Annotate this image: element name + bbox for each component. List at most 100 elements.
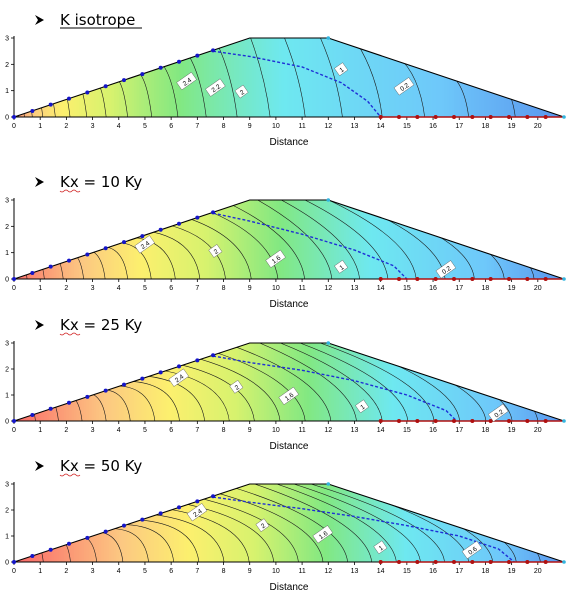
x-tick-label: 2 — [64, 427, 68, 434]
chart-title: Kx = 25 Ky — [60, 316, 142, 334]
x-tick-label: 2 — [64, 123, 68, 130]
x-tick-label: 11 — [298, 123, 305, 130]
face-node — [562, 419, 566, 423]
x-tick-label: 5 — [143, 123, 147, 130]
x-tick-label: 10 — [272, 568, 280, 575]
contour-label-text: 1.6 — [284, 391, 296, 402]
x-tick-label: 17 — [455, 568, 463, 575]
contour-label-box — [435, 260, 457, 279]
x-tick-label: 18 — [482, 427, 490, 434]
upstream-node — [211, 353, 216, 358]
contour-label: 1.6 — [265, 249, 286, 268]
head-field — [14, 343, 564, 421]
contour-label: 2.4 — [186, 503, 208, 522]
upstream-node — [67, 541, 71, 546]
upstream-node — [85, 394, 90, 399]
upstream-node — [12, 419, 16, 423]
x-tick-label: 16 — [429, 123, 437, 130]
upstream-node — [67, 400, 71, 405]
upstream-node — [30, 554, 35, 559]
x-tick-label: 16 — [429, 427, 437, 434]
x-tick-label: 17 — [455, 427, 463, 434]
x-tick-label: 1 — [38, 568, 42, 575]
chart-panel-4: 0 1 2 3 4 5 6 7 8 9 10 11 12 13 14 15 16 17 18 19 200123Dist… — [5, 457, 566, 593]
upstream-node — [67, 258, 71, 263]
contour-label-text: 2.4 — [174, 373, 186, 384]
x-tick-label: 14 — [377, 123, 385, 130]
y-tick-label: 1 — [5, 88, 9, 95]
x-tick-label: 8 — [222, 285, 226, 292]
x-tick-label: 3 — [91, 123, 95, 130]
upstream-node — [103, 388, 108, 393]
contour-label-text: 0.2 — [493, 408, 505, 419]
upstream-node — [140, 376, 145, 381]
upstream-node — [48, 547, 53, 552]
contour-label-text: 1.6 — [318, 530, 330, 541]
x-tick-label: 4 — [117, 123, 121, 130]
contour-label: 0.2 — [393, 77, 415, 96]
upstream-node — [85, 535, 90, 540]
x-tick-label: 11 — [298, 427, 305, 434]
x-tick-label: 0 — [12, 123, 16, 130]
x-tick-label: 9 — [248, 123, 252, 130]
contour-label-box — [134, 235, 155, 254]
upstream-node — [177, 505, 181, 510]
spell-underline — [59, 332, 81, 336]
x-tick-label: 5 — [143, 285, 147, 292]
upstream-node — [140, 72, 145, 77]
upstream-node — [30, 270, 35, 275]
spell-underline — [59, 189, 81, 193]
contour-label: 0.6 — [461, 540, 483, 560]
contour-label-box — [312, 525, 333, 544]
upstream-node — [195, 215, 200, 220]
spell-underline — [59, 473, 81, 477]
x-tick-label: 18 — [482, 123, 490, 130]
x-tick-label: 18 — [482, 285, 490, 292]
contour-label-box — [229, 379, 244, 394]
chart-panel-2: 0 1 2 3 4 5 6 7 8 9 10 11 12 13 14 15 16 17 18 19 200123Dist… — [5, 173, 566, 310]
contour-label-box — [488, 403, 509, 422]
face-node — [562, 560, 566, 564]
upstream-node — [195, 358, 200, 363]
contour-label-text: 1 — [338, 264, 345, 272]
face-node — [562, 115, 566, 119]
chart-title: Kx = 50 Ky — [60, 457, 142, 475]
contour-label-text: 2 — [213, 248, 220, 256]
upstream-node — [12, 115, 16, 119]
upstream-node — [158, 227, 163, 232]
upstream-node — [177, 221, 181, 226]
x-tick-label: 8 — [222, 123, 226, 130]
x-tick-label: 9 — [248, 285, 252, 292]
x-tick-label: 13 — [351, 285, 359, 292]
y-tick-label: 1 — [5, 534, 9, 541]
contour-label: 2 — [234, 84, 249, 99]
y-tick-label: 0 — [5, 277, 9, 284]
contour-label-box — [461, 540, 483, 560]
upstream-node — [48, 102, 53, 107]
y-tick-label: 0 — [5, 419, 9, 426]
x-tick-label: 9 — [248, 568, 252, 575]
y-tick-label: 0 — [5, 115, 9, 122]
x-tick-label: 14 — [377, 427, 385, 434]
x-tick-label: 3 — [91, 427, 95, 434]
x-tick-label: 4 — [117, 427, 121, 434]
contour-label-text: 0.2 — [399, 82, 411, 93]
x-tick-label: 19 — [508, 123, 516, 130]
x-tick-label: 0 — [12, 285, 16, 292]
x-tick-label: 11 — [298, 285, 305, 292]
x-tick-label: 19 — [508, 568, 516, 575]
contour-label-box — [168, 368, 189, 387]
contour-label-box — [373, 540, 388, 555]
x-tick-label: 2 — [64, 568, 68, 575]
contour-label-box — [334, 62, 349, 77]
contour-label-box — [208, 244, 223, 258]
x-tick-label: 15 — [403, 285, 411, 292]
x-tick-label: 20 — [534, 427, 542, 434]
y-tick-label: 3 — [5, 36, 9, 43]
head-field — [14, 38, 564, 117]
upstream-node — [30, 108, 35, 113]
panel-title: Kx = 10 Ky — [35, 173, 142, 193]
y-tick-label: 1 — [5, 250, 9, 257]
x-tick-label: 10 — [272, 123, 280, 130]
